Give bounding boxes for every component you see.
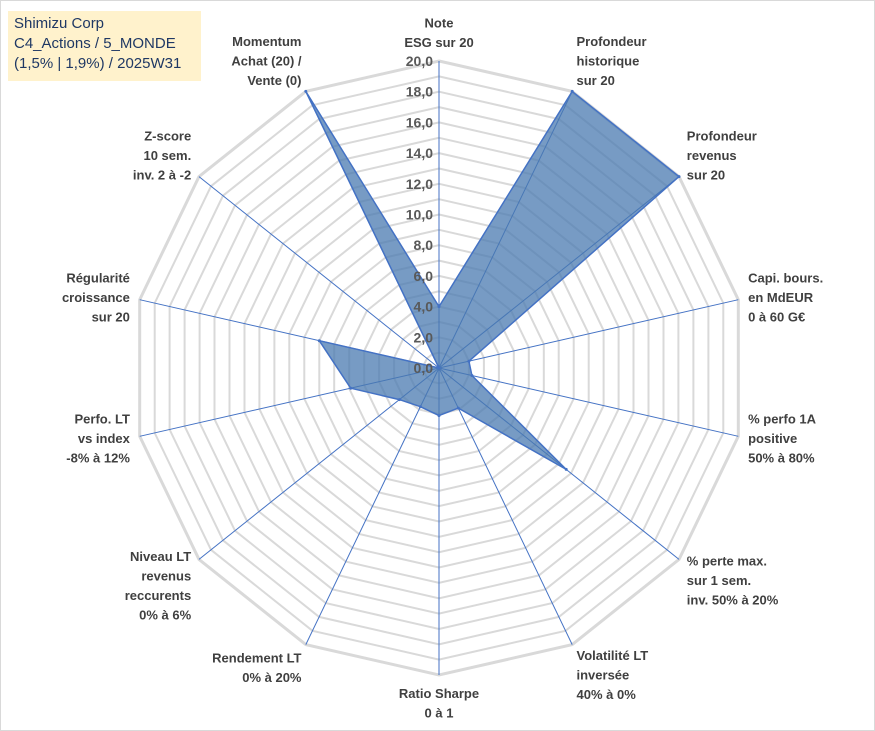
axis-label: % perfo 1A positive 50% à 80% xyxy=(748,412,817,466)
axis-label-line: 0% à 20% xyxy=(242,670,302,685)
title-line-company: Shimizu Corp xyxy=(14,15,105,32)
axis-spoke xyxy=(438,367,739,437)
tick-label: 16,0 xyxy=(406,114,433,130)
axis-label: Ratio Sharpe 0 à 1 xyxy=(399,686,479,721)
axis-label-line: Rendement LT xyxy=(212,650,301,665)
axis-spoke xyxy=(438,299,739,369)
axis-label-line: Ratio Sharpe xyxy=(399,686,479,701)
axis-label-line: Vente (0) xyxy=(247,73,301,88)
axis-label-line: positive xyxy=(748,431,797,446)
data-point xyxy=(564,467,568,471)
data-point xyxy=(317,339,321,343)
axis-label-line: croissance xyxy=(62,290,130,305)
axis-label: % perte max. sur 1 sem. inv. 50% à 20% xyxy=(687,554,779,608)
tick-label: 10,0 xyxy=(406,207,433,223)
axis-label: Profondeur historique sur 20 xyxy=(577,34,647,88)
title-line-category: C4_Actions / 5_MONDE xyxy=(14,35,176,52)
axis-label-line: inversée xyxy=(577,668,630,683)
axis-label: Z-score 10 sem. inv. 2 à -2 xyxy=(133,129,191,183)
axis-label-line: Régularité xyxy=(66,271,130,286)
axis-label: Profondeur revenus sur 20 xyxy=(687,129,757,183)
tick-label: 2,0 xyxy=(414,329,434,345)
axis-spoke xyxy=(198,176,440,369)
axis-spoke xyxy=(305,367,440,645)
axis-label-line: sur 20 xyxy=(577,73,615,88)
axis-label: Momentum Achat (20) / Vente (0) xyxy=(231,34,301,88)
axis-label: Rendement LT 0% à 20% xyxy=(212,650,302,685)
axis-label-line: Note xyxy=(425,16,454,31)
chart-title-box: Shimizu Corp C4_Actions / 5_MONDE (1,5% … xyxy=(8,11,201,81)
axis-label-line: reccurents xyxy=(125,588,191,603)
axis-label-line: Profondeur xyxy=(577,34,647,49)
axis-label-line: 0 à 60 G€ xyxy=(748,310,805,325)
data-point xyxy=(437,366,441,370)
axis-label-line: Niveau LT xyxy=(130,549,191,564)
axis-label-line: sur 20 xyxy=(92,310,130,325)
axis-label-line: Perfo. LT xyxy=(75,412,130,427)
tick-label: 8,0 xyxy=(414,237,434,253)
axis-label: Capi. bours. en MdEUR 0 à 60 G€ xyxy=(748,271,823,325)
data-point xyxy=(397,398,401,402)
data-point xyxy=(677,175,681,179)
axis-label-line: sur 1 sem. xyxy=(687,573,751,588)
data-point xyxy=(349,386,353,390)
data-point xyxy=(467,359,471,363)
axis-label-line: sur 20 xyxy=(687,168,725,183)
tick-label: 18,0 xyxy=(406,84,433,100)
axis-label: Note ESG sur 20 xyxy=(404,16,473,51)
axis-label-line: Achat (20) / xyxy=(231,53,301,68)
axis-label-line: -8% à 12% xyxy=(66,451,130,466)
axis-label-line: vs index xyxy=(78,431,131,446)
data-point xyxy=(437,305,441,309)
axis-label-line: Capi. bours. xyxy=(748,271,823,286)
axis-label-line: 0 à 1 xyxy=(425,706,454,721)
tick-label: 20,0 xyxy=(406,53,433,69)
axis-label-line: 0% à 6% xyxy=(139,607,191,622)
axis-label-line: 50% à 80% xyxy=(748,451,815,466)
data-point xyxy=(470,374,474,377)
axis-label-line: en MdEUR xyxy=(748,290,814,305)
data-point xyxy=(456,406,460,410)
axis-label: Niveau LT revenus reccurents 0% à 6% xyxy=(125,549,192,623)
axis-label-line: Volatilité LT xyxy=(577,648,649,663)
axis-label-line: ESG sur 20 xyxy=(404,35,473,50)
tick-label: 0,0 xyxy=(414,360,434,376)
title-line-period: (1,5% | 1,9%) / 2025W31 xyxy=(14,55,182,72)
axis-label: Volatilité LT inversée 40% à 0% xyxy=(577,648,649,702)
data-point xyxy=(437,414,441,418)
data-point xyxy=(570,89,574,93)
axis-label-line: inv. 2 à -2 xyxy=(133,168,191,183)
axis-label-line: % perte max. xyxy=(687,554,767,569)
axis-label-line: % perfo 1A xyxy=(748,412,817,427)
axis-label-line: Profondeur xyxy=(687,129,757,144)
tick-label: 4,0 xyxy=(414,299,434,315)
axis-spoke xyxy=(438,367,573,645)
axis-label-line: 40% à 0% xyxy=(577,687,637,702)
data-point xyxy=(304,89,308,93)
axis-label: Perfo. LT vs index -8% à 12% xyxy=(66,412,130,466)
axis-label-line: Momentum xyxy=(232,34,301,49)
axis-label-line: Z-score xyxy=(144,129,191,144)
axis-label-line: inv. 50% à 20% xyxy=(687,593,779,608)
axis-label: Régularité croissance sur 20 xyxy=(62,271,130,325)
axis-label-line: revenus xyxy=(687,148,737,163)
tick-label: 12,0 xyxy=(406,176,433,192)
axis-label-line: revenus xyxy=(141,568,191,583)
tick-label: 6,0 xyxy=(414,268,434,284)
tick-label: 14,0 xyxy=(406,145,433,161)
axis-label-line: historique xyxy=(577,53,640,68)
axis-label-line: 10 sem. xyxy=(143,148,191,163)
data-point xyxy=(418,405,422,409)
